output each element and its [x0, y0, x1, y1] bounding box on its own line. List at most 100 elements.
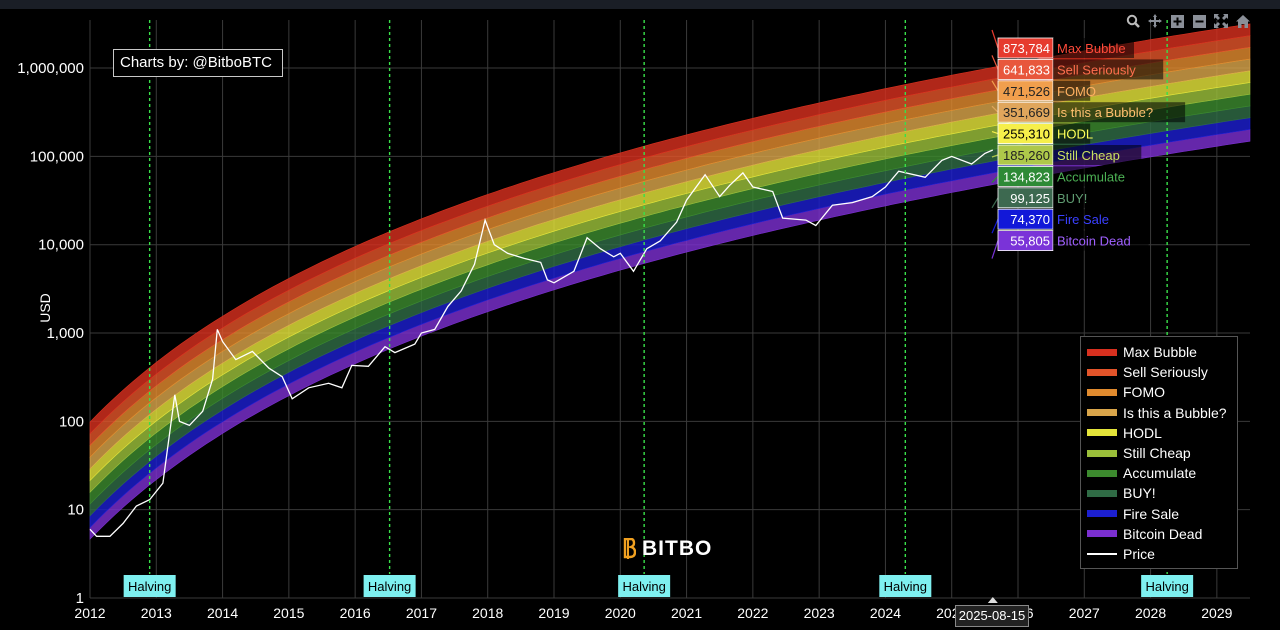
price-line[interactable] [89, 149, 994, 537]
hover-band-name: Accumulate [1057, 169, 1125, 184]
legend-label: FOMO [1123, 384, 1165, 401]
legend-swatch [1087, 348, 1117, 356]
legend-item[interactable]: Still Cheap [1087, 443, 1191, 463]
legend-swatch [1087, 553, 1117, 555]
band-max-bubble[interactable] [89, 23, 1251, 435]
hover-connector [991, 240, 999, 259]
x-tick-label: 2028 [1135, 605, 1166, 621]
x-tick-label: 2023 [804, 605, 835, 621]
legend-label: Is this a Bubble? [1123, 404, 1227, 421]
x-tick-label: 2017 [406, 605, 437, 621]
hover-band-name: Sell Seriously [1057, 62, 1136, 77]
hover-connector [991, 131, 999, 135]
legend-item[interactable]: Is this a Bubble? [1087, 403, 1227, 423]
legend-swatch [1087, 409, 1117, 417]
y-tick-label: 100,000 [30, 148, 84, 165]
y-tick-label: 1 [76, 590, 84, 607]
x-tick-label: 2029 [1201, 605, 1232, 621]
legend-item[interactable]: BUY! [1087, 483, 1156, 503]
pan-icon[interactable] [1144, 12, 1166, 30]
chart-legend: Max Bubble Sell Seriously FOMO Is this a Bu… [1080, 336, 1238, 569]
hover-value: 255,310 [1003, 127, 1050, 142]
hover-value: 74,370 [1010, 212, 1050, 227]
x-tick-label: 2013 [141, 605, 172, 621]
halving-label-box [618, 575, 671, 597]
halving-label-box [363, 575, 416, 597]
halving-label: Halving [622, 579, 665, 594]
legend-item[interactable]: Price [1087, 544, 1155, 564]
hover-name-bg [1053, 145, 1142, 165]
hover-connector [991, 55, 999, 70]
x-tick-label: 2022 [737, 605, 768, 621]
x-tick-label: 2019 [538, 605, 569, 621]
x-tick-label: 2016 [340, 605, 371, 621]
hover-value: 351,669 [1003, 105, 1050, 120]
hover-name-bg [1053, 123, 1091, 144]
hover-band-name: Fire Sale [1057, 212, 1109, 227]
legend-swatch [1087, 510, 1117, 518]
hover-date-label: 2025-08-15 [955, 605, 1029, 627]
zoom-out-icon[interactable] [1188, 12, 1210, 30]
hover-band-name: Is this a Bubble? [1057, 105, 1153, 120]
zoom-icon[interactable] [1122, 12, 1144, 30]
hover-name-bg [1053, 59, 1164, 80]
hover-band-name: FOMO [1057, 84, 1096, 99]
legend-swatch [1087, 429, 1117, 437]
halving-label-box [879, 575, 932, 597]
hover-name-bg [1053, 166, 1134, 187]
hover-marker [987, 597, 998, 603]
halving-label: Halving [884, 579, 927, 594]
halving-label-box [1141, 575, 1194, 597]
hover-name-bg [1053, 187, 1091, 208]
hover-connector [991, 154, 999, 158]
legend-swatch [1087, 388, 1117, 396]
legend-item[interactable]: Sell Seriously [1087, 362, 1208, 382]
halving-label-box [123, 575, 176, 597]
legend-label: Bitcoin Dead [1123, 525, 1203, 542]
home-icon[interactable] [1232, 12, 1254, 30]
legend-item[interactable]: Accumulate [1087, 463, 1196, 483]
hover-band-name: Still Cheap [1057, 148, 1120, 163]
x-tick-label: 2024 [870, 605, 901, 621]
watermark-text: BITBO [642, 537, 713, 560]
hover-connector [991, 80, 999, 92]
hover-name-bg [1053, 209, 1127, 230]
legend-label: Accumulate [1123, 465, 1197, 482]
legend-item[interactable]: HODL [1087, 423, 1162, 443]
legend-label: Still Cheap [1123, 445, 1191, 461]
halving-label: Halving [368, 579, 411, 594]
legend-item[interactable]: Max Bubble [1087, 342, 1197, 362]
hover-name-bg [1053, 38, 1134, 58]
hover-band-name: HODL [1057, 127, 1093, 142]
hover-name-bg [1053, 230, 1149, 251]
legend-label: Price [1123, 546, 1155, 562]
legend-label: Sell Seriously [1123, 364, 1208, 381]
hover-value: 641,833 [1003, 62, 1050, 77]
hover-value: 471,526 [1003, 84, 1050, 99]
autoscale-icon[interactable] [1210, 12, 1232, 30]
legend-label: Fire Sale [1123, 505, 1180, 522]
x-tick-label: 2012 [74, 605, 105, 621]
legend-label: Max Bubble [1123, 344, 1197, 360]
hover-band-name: Max Bubble [1057, 41, 1126, 56]
legend-swatch [1087, 469, 1117, 477]
legend-label: HODL [1123, 424, 1162, 441]
legend-swatch [1087, 489, 1117, 497]
hover-value: 185,260 [1003, 148, 1050, 163]
legend-label: BUY! [1123, 485, 1156, 502]
y-tick-label: 10 [67, 502, 84, 519]
zoom-in-icon[interactable] [1166, 12, 1188, 30]
y-tick-label: 10,000 [38, 237, 84, 254]
hover-value: 99,125 [1010, 191, 1050, 206]
bitbo-logo-icon [623, 538, 636, 559]
hover-connector [991, 105, 999, 113]
legend-item[interactable]: Fire Sale [1087, 504, 1179, 524]
hover-connector [991, 218, 999, 234]
hover-value: 55,805 [1010, 234, 1050, 249]
x-tick-label: 2018 [472, 605, 503, 621]
x-tick-label: 2015 [273, 605, 304, 621]
legend-item[interactable]: FOMO [1087, 382, 1165, 402]
legend-item[interactable]: Bitcoin Dead [1087, 524, 1202, 544]
y-tick-label: 1,000,000 [17, 60, 84, 77]
